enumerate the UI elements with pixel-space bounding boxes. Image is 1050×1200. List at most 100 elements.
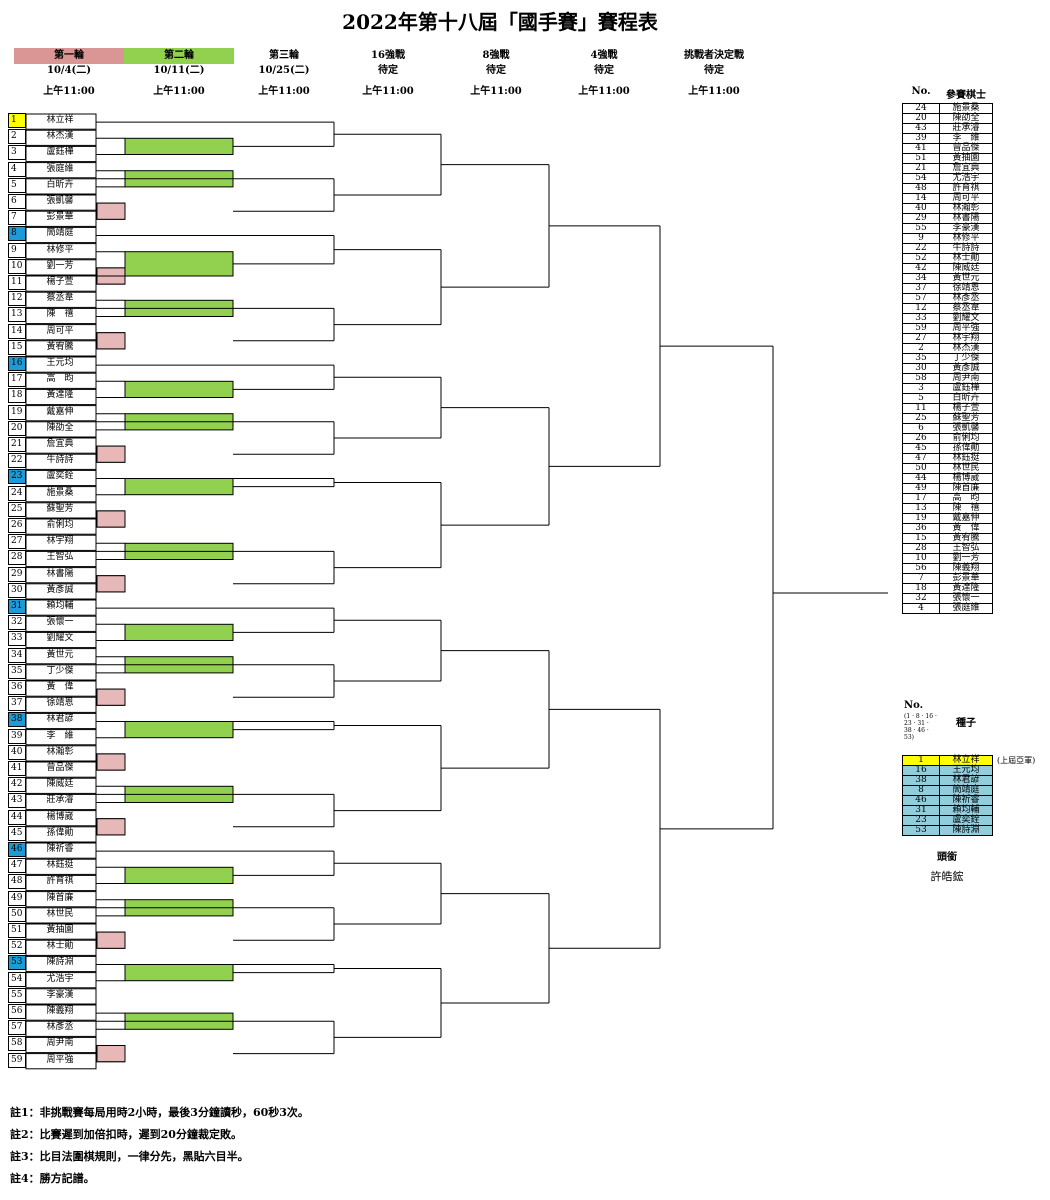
player-number: 32 [8,615,26,631]
player-number: 18 [8,388,26,404]
participant-name: 徐靖恩 [939,283,993,294]
player-name: 黃世元 [46,649,74,660]
participant-name: 王智弘 [939,543,993,554]
participant-name: 林鈺挺 [939,453,993,464]
participant-number: 40 [902,203,940,214]
bracket-lines [25,113,888,1070]
player-name: 高 昀 [46,374,74,385]
participant-number: 50 [902,463,940,474]
bracket-player-row: 28 王智弘 [8,550,74,566]
participant-number: 57 [902,293,940,304]
participant-name: 陳 禧 [939,503,993,514]
bracket-player-row: 19 戴嘉伸 [8,404,74,421]
bracket-player-row: 21 詹宜典 [8,437,74,453]
bracket-player-row: 56 陳義翔 [8,1004,74,1020]
bracket-player-row: 50 林世民 [8,906,74,923]
table-row: 41 曾品傑 [902,143,993,154]
participant-number: 43 [902,123,940,134]
participant-name: 周可平 [939,193,993,204]
participant-name: 許育祺 [939,183,993,194]
seed-number: 23 [902,815,940,826]
player-row-frame [25,648,97,665]
participant-number: 28 [902,543,940,554]
participant-name: 林彥丞 [939,293,993,304]
table-row: 36 黃 偉 [902,523,993,534]
participant-name: 孫偉勛 [939,443,993,454]
participant-name: 戴嘉伸 [939,513,993,524]
table-row: 5 白昕卉 [902,393,993,404]
seeds-table: 1 林立祥 16 王元均 38 林君諺 8 簡靖庭 46 陳祈睿 31 賴均輔 23 盧奕銓 53 陳詩淵 [902,755,993,836]
player-name: 蘇聖芳 [46,503,74,514]
table-row: 4 張庭維 [902,603,993,614]
player-number: 17 [8,372,26,388]
player-number: 30 [8,582,26,598]
player-row-frame [25,891,97,908]
seed-name: 盧奕銓 [939,815,993,826]
seed-note: (上屆亞軍) [997,756,1036,765]
player-number: 47 [8,858,26,874]
table-row: 15 黃宥騰 [902,533,993,544]
bracket-player-row: 18 黃達隆 [8,388,74,404]
seeds-no-header: No. [904,700,924,711]
table-row: 24 施景桑 [902,103,993,114]
player-row-frame [25,907,97,924]
table-row: 57 林彥丞 [902,293,993,304]
round1-match-box [96,818,126,836]
participant-name: 林書陽 [939,213,993,224]
bracket-player-row: 31 賴均輔 [8,599,74,615]
bracket-player-row: 22 牛詩詩 [8,453,74,469]
table-row: 14 周可平 [902,193,993,204]
round-date: 10/11(二) [153,65,205,76]
round-time: 上午11:00 [153,86,205,97]
table-row: 16 王元均 [902,765,993,776]
player-number: 34 [8,647,26,663]
table-row: 46 陳祈睿 [902,795,993,806]
player-name: 李豪漢 [46,989,74,1000]
bracket-player-row: 32 張懷一 [8,615,74,631]
participant-name: 李 維 [939,133,993,144]
table-row: 10 劉一芳 [902,553,993,564]
bracket-player-row: 24 施景桑 [8,485,74,502]
participant-name: 陳首廉 [939,483,993,494]
seed-name: 簡靖庭 [939,785,993,796]
round-header: 挑戰者決定戰 待定 上午11:00 [659,48,769,97]
page-title: 2022年第十八屆「國手賽」賽程表 [342,10,658,34]
seed-name: 陳祈睿 [939,795,993,806]
player-name: 戴嘉伸 [46,406,74,417]
bracket-player-row: 10 劉一芳 [8,258,74,275]
bracket-player-row: 34 黃世元 [8,647,74,664]
player-name: 劉耀文 [46,633,74,644]
player-name: 莊承濬 [46,795,74,806]
bracket-player-row: 26 俞俐均 [8,518,74,534]
bracket-player-row: 37 徐靖恩 [8,696,74,712]
bracket-player-row: 41 曾品傑 [8,761,74,777]
bracket-player-row: 54 尤浩宇 [8,971,74,988]
bracket-player-row: 17 高 昀 [8,372,74,388]
participant-name: 施景桑 [939,103,993,114]
seed-number: 46 [902,795,940,806]
participant-name: 俞俐均 [939,433,993,444]
table-row: 7 彭景華 [902,573,993,584]
participant-number: 5 [902,393,940,404]
table-row: 22 牛詩詩 [902,243,993,254]
player-number: 5 [8,177,26,193]
bracket-player-row: 43 莊承濬 [8,793,74,809]
round1-match-box [96,202,126,220]
round-time: 上午11:00 [362,86,414,97]
player-name: 張懷一 [46,617,74,628]
table-row: 2 林杰漢 [902,343,993,354]
table-row: 11 楊子萱 [902,403,993,414]
table-row: 29 林書陽 [902,213,993,224]
table-row: 55 李豪漢 [902,223,993,234]
round1-match-box [96,445,126,463]
table-row: 32 張懷一 [902,593,993,604]
player-number: 1 [8,113,26,128]
player-name: 彭景華 [46,212,74,223]
player-number: 12 [8,291,26,307]
bracket-player-row: 7 彭景華 [8,210,74,226]
bracket-player-row: 12 蔡丞韋 [8,291,74,307]
bracket-player-row: 58 周尹南 [8,1036,74,1052]
round-date: 待定 [378,65,398,76]
player-name: 林修平 [46,244,74,255]
seed-number: 8 [902,785,940,796]
